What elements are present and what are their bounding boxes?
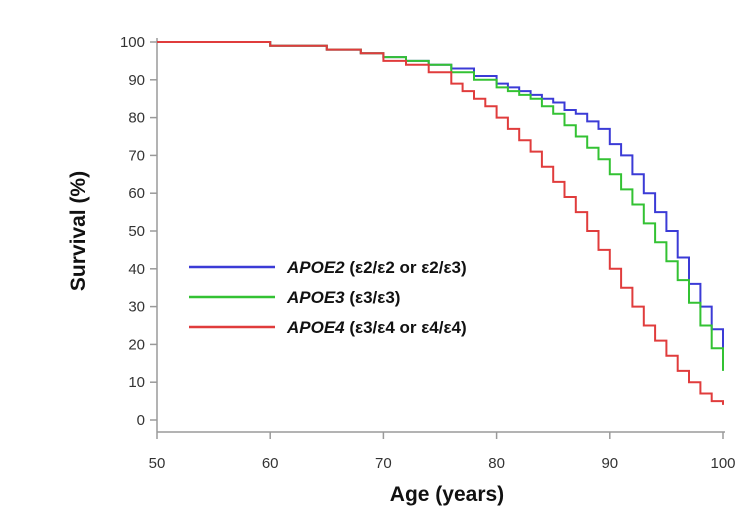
legend-label: APOE4 (ε3/ε4 or ε4/ε4) [286,318,467,337]
x-tick-label: 50 [149,455,166,472]
series-line-apoe2 [157,41,724,356]
legend-item-apoe4: APOE4 (ε3/ε4 or ε4/ε4) [189,318,467,337]
y-tick-label: 70 [128,147,145,164]
y-tick-label: 80 [128,110,145,127]
series-lines [157,41,724,405]
legend-gene-name: APOE3 [286,288,345,307]
x-tick-label: 90 [601,455,618,472]
y-tick-label: 30 [128,299,145,316]
y-tick-label: 20 [128,336,145,353]
x-axis-title: Age (years) [390,483,504,506]
legend: APOE2 (ε2/ε2 or ε2/ε3)APOE3 (ε3/ε3)APOE4… [189,258,467,337]
y-tick-label: 40 [128,261,145,278]
x-tick-label: 80 [488,455,505,472]
y-tick-label: 10 [128,374,145,391]
x-tick-label: 60 [262,455,279,472]
legend-gene-name: APOE4 [286,318,345,337]
y-tick-label: 100 [120,34,145,51]
legend-genotype: (ε2/ε2 or ε2/ε3) [345,258,467,277]
y-tick-label: 60 [128,185,145,202]
legend-item-apoe2: APOE2 (ε2/ε2 or ε2/ε3) [189,258,467,277]
x-tick-label: 70 [375,455,392,472]
y-tick-label: 90 [128,72,145,89]
y-tick-label: 0 [137,412,145,429]
x-axis-ticks: 50 60 70 80 90 100 [149,432,736,472]
x-tick-label: 100 [710,455,735,472]
axes [156,38,725,433]
legend-gene-name: APOE2 [286,258,345,277]
legend-genotype: (ε3/ε3) [345,288,401,307]
series-line-apoe3 [157,41,724,371]
y-axis-title: Survival (%) [67,171,90,291]
y-tick-label: 50 [128,223,145,240]
legend-item-apoe3: APOE3 (ε3/ε3) [189,288,400,307]
legend-label: APOE2 (ε2/ε2 or ε2/ε3) [286,258,467,277]
series-line-apoe4 [157,41,724,405]
y-axis-ticks: 0 10 20 30 40 50 60 70 80 90 100 [120,34,157,429]
legend-label: APOE3 (ε3/ε3) [286,288,400,307]
legend-genotype: (ε3/ε4 or ε4/ε4) [345,318,467,337]
